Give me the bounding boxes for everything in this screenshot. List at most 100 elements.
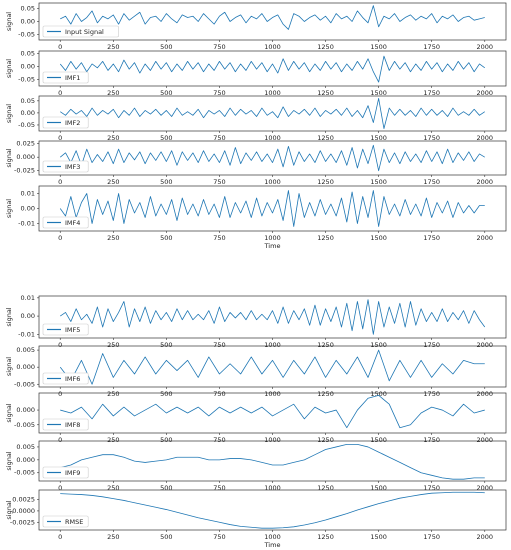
subplot: 0 250 500 750 1000 1250 1500 1750 2000 -0.05 0.00 0… [5,2,507,51]
x-tick-label: 0 [58,43,62,51]
legend-box [42,216,89,229]
y-axis-label: signal [5,12,13,31]
x-tick-label: 500 [160,390,172,398]
legend-box [42,25,119,38]
x-tick-label: 1000 [264,390,281,398]
signal-line [60,491,485,529]
y-tick-label: 0.00 [21,109,35,117]
signal-line [59,55,486,83]
x-axis-label: Time [264,541,281,549]
signal-line [60,5,485,30]
signal-line [60,394,485,429]
legend-label: IMF1 [65,74,80,82]
axes-frame [38,489,507,531]
y-axis-label: signal [5,148,13,167]
x-tick-label: 1250 [317,178,334,186]
axes-frame [38,140,507,176]
x-tick-label: 1750 [423,436,440,444]
x-tick-label: 0 [58,390,62,398]
y-tick-label: -0.0025 [10,518,35,526]
y-tick-label: -0.01 [18,220,35,228]
x-tick-label: 1000 [264,341,281,349]
x-tick-label: 0 [58,341,62,349]
x-tick-label: 0 [58,436,62,444]
signal-line [60,443,485,480]
x-tick-label: 1500 [370,134,387,142]
legend-label: IMF2 [65,119,80,127]
y-axis-label: signal [5,451,13,470]
legend-box [42,418,89,431]
x-tick-label: 750 [213,436,225,444]
legend-label: IMF4 [65,219,80,227]
legend-box [42,515,89,528]
legend-box [42,372,89,385]
x-tick-label: 1250 [317,533,334,541]
x-tick-label: 0 [58,134,62,142]
y-axis-label: signal [5,199,13,218]
subplot: 0 250 500 750 1000 1250 1500 1750 2000 -0.005 0.00… [5,345,507,398]
y-tick-label: -0.005 [14,421,35,429]
x-tick-label: 1000 [264,436,281,444]
x-tick-label: 1500 [370,341,387,349]
x-tick-label: 1250 [317,134,334,142]
x-tick-label: 500 [160,89,172,97]
y-tick-label: 0.01 [21,294,35,302]
x-tick-label: 1500 [370,178,387,186]
x-tick-label: 1000 [264,43,281,51]
y-tick-label: -0.05 [18,31,35,39]
x-tick-label: 1250 [317,89,334,97]
x-tick-label: 1750 [423,234,440,242]
x-tick-label: 1500 [370,390,387,398]
signal-line [59,190,485,227]
subplot: 0 250 500 750 1000 1250 1500 1750 2000 -0.005 0.00… [5,440,507,492]
x-tick-label: 750 [213,484,225,492]
x-tick-label: 250 [107,89,119,97]
signal-line [59,349,485,385]
x-tick-label: 1250 [317,436,334,444]
x-tick-label: 1500 [370,436,387,444]
x-tick-label: 1000 [264,134,281,142]
x-tick-label: 500 [160,436,172,444]
x-tick-label: 500 [160,178,172,186]
x-tick-label: 750 [213,341,225,349]
x-tick-label: 1750 [423,178,440,186]
signal-line [59,144,485,172]
x-tick-label: 500 [160,134,172,142]
x-tick-label: 250 [107,484,119,492]
y-axis-label: signal [5,59,13,78]
x-tick-label: 1500 [370,533,387,541]
y-tick-label: 0.005 [16,443,35,451]
legend-box [42,323,89,336]
legend-label: Input Signal [65,28,104,36]
x-tick-label: 2000 [476,234,493,242]
x-tick-label: 1750 [423,533,440,541]
x-tick-label: 1000 [264,234,281,242]
legend-box [42,71,89,84]
y-tick-label: 0.000 [16,456,35,464]
x-tick-label: 2000 [476,390,493,398]
x-tick-label: 1750 [423,390,440,398]
legend-label: RMSE [65,518,83,526]
x-tick-label: 2000 [476,484,493,492]
y-tick-label: -0.025 [14,167,35,175]
x-tick-label: 0 [58,89,62,97]
y-tick-label: 0.01 [21,190,35,198]
subplot: 0 250 500 750 1000 1250 1500 1750 2000 -0.05 0.00 0… [5,50,507,97]
x-tick-label: 1000 [264,89,281,97]
y-tick-label: -0.05 [18,121,35,129]
axes-frame [38,295,507,339]
y-tick-label: 0.000 [16,153,35,161]
legend-label: IMF3 [65,163,80,171]
axes-frame [38,50,507,87]
x-tick-label: 1500 [370,484,387,492]
legend-label: IMF5 [65,326,80,334]
subplot: 0 250 500 750 1000 1250 1500 1750 2000 -0.05 0.00 0… [5,95,507,142]
axes-frame [38,185,507,232]
legend-box [42,116,89,129]
legend-box [42,160,89,173]
x-tick-label: 500 [160,43,172,51]
x-tick-label: 1250 [317,390,334,398]
signal-line [60,299,486,335]
x-tick-label: 2000 [476,178,493,186]
axes-frame [38,345,507,388]
